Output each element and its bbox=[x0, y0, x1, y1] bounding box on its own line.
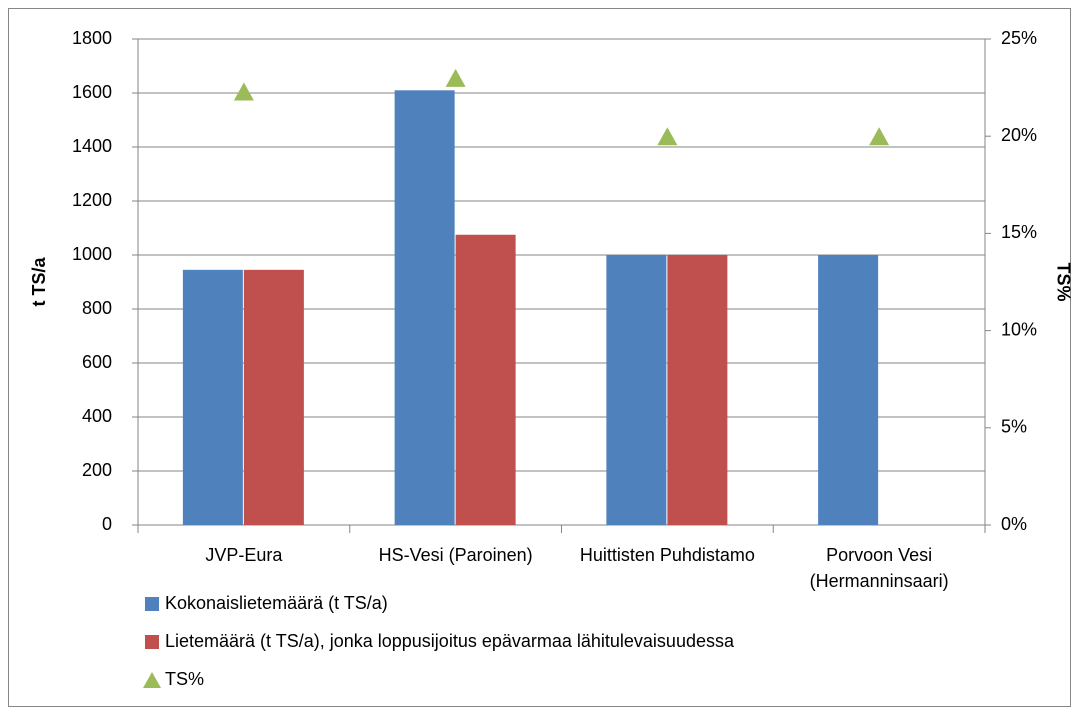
y-axis-label: t TS/a bbox=[29, 257, 49, 307]
legend-swatch bbox=[145, 635, 159, 649]
y2-tick-label: 20% bbox=[1001, 125, 1037, 145]
y2-axis-label: TS% bbox=[1053, 262, 1073, 301]
legend-label: Kokonaislietemäärä (t TS/a) bbox=[165, 593, 388, 613]
y-tick-label: 0 bbox=[102, 514, 112, 534]
y2-tick-label: 15% bbox=[1001, 222, 1037, 242]
y-tick-label: 1600 bbox=[72, 82, 112, 102]
y-tick-label: 1400 bbox=[72, 136, 112, 156]
y2-tick-label: 10% bbox=[1001, 319, 1037, 339]
y2-tick-label: 5% bbox=[1001, 417, 1027, 437]
legend-label: TS% bbox=[165, 669, 205, 689]
legend-label: Lietemäärä (t TS/a), jonka loppusijoitus… bbox=[165, 631, 734, 651]
bar bbox=[606, 255, 667, 525]
x-tick-label: HS-Vesi (Paroinen) bbox=[378, 545, 533, 565]
legend-swatch bbox=[145, 597, 159, 611]
bar bbox=[667, 255, 728, 525]
y-tick-label: 1800 bbox=[72, 28, 112, 48]
y-tick-label: 600 bbox=[82, 352, 112, 372]
bar bbox=[182, 269, 243, 525]
y-tick-label: 400 bbox=[82, 406, 112, 426]
bar bbox=[455, 234, 516, 525]
marker bbox=[445, 68, 466, 87]
bar bbox=[243, 269, 304, 525]
y-tick-label: 800 bbox=[82, 298, 112, 318]
y2-tick-label: 25% bbox=[1001, 28, 1037, 48]
x-tick-label: JVP-Eura bbox=[205, 545, 283, 565]
marker bbox=[233, 82, 254, 101]
marker bbox=[657, 127, 678, 146]
legend-swatch bbox=[143, 672, 161, 688]
y-tick-label: 1200 bbox=[72, 190, 112, 210]
x-tick-label: Huittisten Puhdistamo bbox=[579, 545, 755, 565]
marker bbox=[869, 127, 890, 146]
y-tick-label: 200 bbox=[82, 460, 112, 480]
y-tick-label: 1000 bbox=[72, 244, 112, 264]
bar bbox=[394, 90, 455, 526]
y2-tick-label: 0% bbox=[1001, 514, 1027, 534]
bar bbox=[818, 255, 879, 525]
x-tick-label: Porvoon Vesi (Hermanninsaari) bbox=[809, 545, 949, 591]
